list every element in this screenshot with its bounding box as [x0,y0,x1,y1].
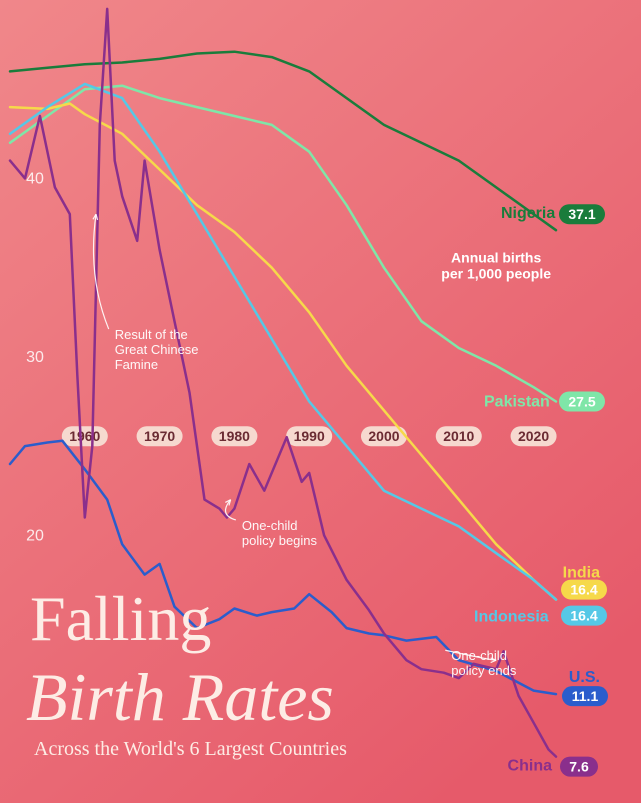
x-tick-label: 2000 [368,428,399,444]
end-value-pill-us: 11.1 [562,686,608,706]
x-tick-label: 1960 [69,428,100,444]
chart-title-line1: Falling [30,583,211,654]
country-label-india: India [563,565,600,582]
x-tick-label: 1970 [144,428,175,444]
country-label-us: U.S. [569,669,600,686]
country-label-china: China [508,758,553,775]
y-tick-label: 20 [26,527,44,544]
y-tick-label: 40 [26,170,44,187]
y-tick-label: 30 [26,349,44,366]
svg-text:11.1: 11.1 [572,688,599,704]
end-value-pill-china: 7.6 [560,757,598,777]
end-value-pill-pakistan: 27.5 [559,392,605,412]
x-tick-label: 1990 [294,428,325,444]
country-label-indonesia: Indonesia [474,609,549,626]
annotation-one-child-ends: One-childpolicy ends [445,648,517,678]
svg-text:7.6: 7.6 [569,759,589,775]
chart-subtitle: Across the World's 6 Largest Countries [34,738,347,760]
svg-text:27.5: 27.5 [568,394,595,410]
x-tick-label: 1980 [219,428,250,444]
end-value-pill-indonesia: 16.4 [561,606,607,626]
svg-text:37.1: 37.1 [568,206,595,222]
x-tick-label: 2010 [443,428,474,444]
country-label-pakistan: Pakistan [484,394,550,411]
country-label-nigeria: Nigeria [501,205,555,222]
end-value-pill-india: 16.4 [561,580,607,600]
chart-title-line2: Birth Rates [26,659,334,735]
x-tick-label: 2020 [518,428,549,444]
svg-text:16.4: 16.4 [570,582,597,598]
end-value-pill-nigeria: 37.1 [559,204,605,224]
svg-text:16.4: 16.4 [570,608,597,624]
axis-subtitle: Annual birthsper 1,000 people [441,249,551,281]
